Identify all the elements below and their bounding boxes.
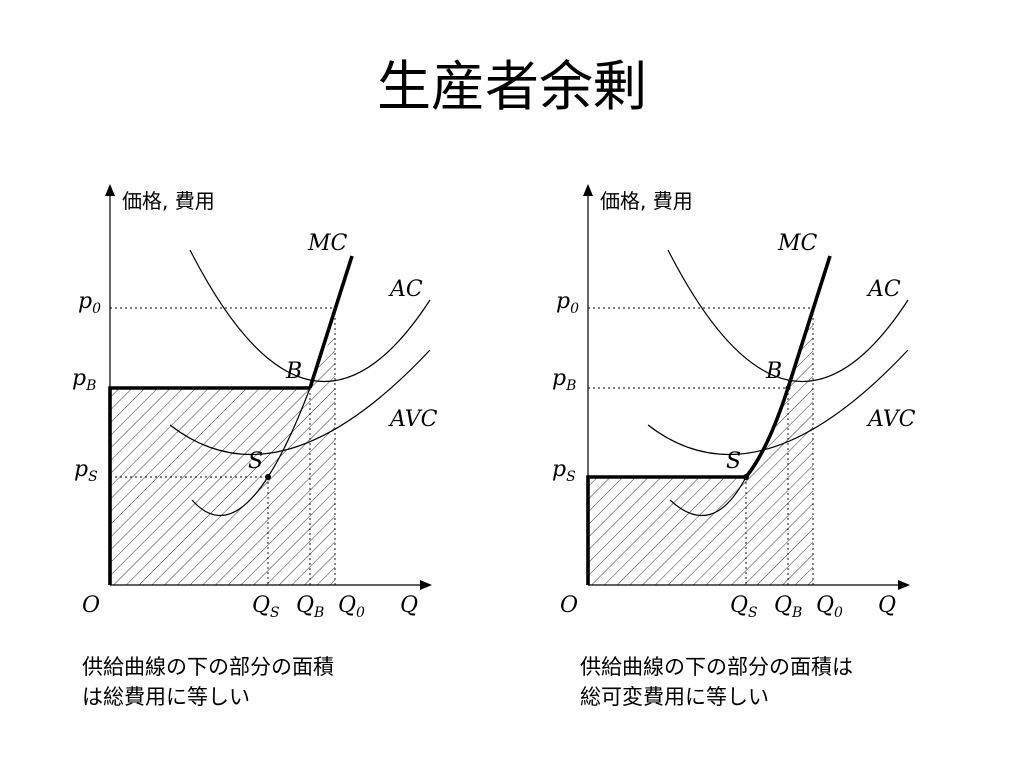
- ac-curve: [189, 249, 431, 383]
- diagram-total-cost: 価格, 費用 MC AC AVC B S p0 pB pS O QS QB Q0…: [60, 180, 520, 620]
- y-axis-label: 価格, 費用: [600, 189, 693, 213]
- diagram-variable-cost-svg: 価格, 費用 MC AC AVC B S p0 pB pS O QS QB Q0…: [552, 184, 916, 620]
- caption-right-line-2: 総可変費用に等しい: [580, 685, 769, 709]
- label-mc: MC: [307, 231, 348, 256]
- label-Q: Q: [878, 593, 896, 618]
- label-ac: AC: [866, 277, 901, 302]
- label-QS: QS: [252, 593, 280, 620]
- label-QB: QB: [296, 593, 324, 620]
- label-QB: QB: [774, 593, 802, 620]
- mc-curve-lower: [669, 476, 747, 517]
- label-pS: pS: [552, 457, 576, 485]
- supply-boundary: [108, 386, 310, 585]
- y-axis-arrow: [583, 184, 593, 196]
- diagram-total-cost-svg: 価格, 費用 MC AC AVC B S p0 pB pS O QS QB Q0…: [72, 184, 438, 620]
- label-s: S: [726, 449, 741, 474]
- label-b: B: [285, 359, 302, 384]
- mc-curve-supply: [308, 255, 354, 389]
- slide-title: 生産者余剰: [377, 55, 647, 118]
- label-pB: pB: [552, 366, 576, 394]
- label-p0: p0: [78, 289, 101, 317]
- label-mc: MC: [777, 231, 818, 256]
- diagram-variable-cost: 価格, 費用 MC AC AVC B S p0 pB pS O QS QB Q0…: [538, 180, 998, 620]
- avc-curve: [169, 349, 431, 455]
- point-B: [785, 385, 791, 391]
- label-b: B: [765, 359, 782, 384]
- point-S: [743, 474, 749, 480]
- label-s: S: [248, 449, 263, 474]
- label-Q0: Q0: [338, 593, 365, 620]
- point-S: [265, 474, 271, 480]
- y-axis-label: 価格, 費用: [122, 189, 215, 213]
- supply-boundary: [586, 475, 746, 585]
- hatched-area: [110, 328, 335, 585]
- label-avc: AVC: [388, 407, 438, 432]
- x-axis-arrow: [898, 580, 910, 590]
- label-ac: AC: [388, 277, 423, 302]
- hatched-area: [588, 308, 813, 585]
- ac-curve: [667, 249, 909, 383]
- caption-left-line-1: 供給曲線の下の部分の面積: [82, 655, 334, 679]
- label-pB: pB: [72, 366, 96, 394]
- label-p0: p0: [556, 289, 579, 317]
- caption-right: 供給曲線の下の部分の面積は 総可変費用に等しい: [580, 652, 853, 712]
- caption-right-line-1: 供給曲線の下の部分の面積は: [580, 655, 853, 679]
- label-pS: pS: [74, 457, 98, 485]
- label-avc: AVC: [866, 407, 916, 432]
- label-QS: QS: [730, 593, 758, 620]
- caption-left-line-2: は総費用に等しい: [82, 685, 250, 709]
- mc-curve-lower: [191, 387, 311, 517]
- label-Q: Q: [400, 593, 418, 618]
- x-axis-arrow: [420, 580, 432, 590]
- label-Q0: Q0: [816, 593, 843, 620]
- label-origin: O: [560, 593, 578, 618]
- label-origin: O: [82, 593, 100, 618]
- avc-curve: [647, 349, 909, 455]
- caption-left: 供給曲線の下の部分の面積 は総費用に等しい: [82, 652, 334, 712]
- y-axis-arrow: [105, 184, 115, 196]
